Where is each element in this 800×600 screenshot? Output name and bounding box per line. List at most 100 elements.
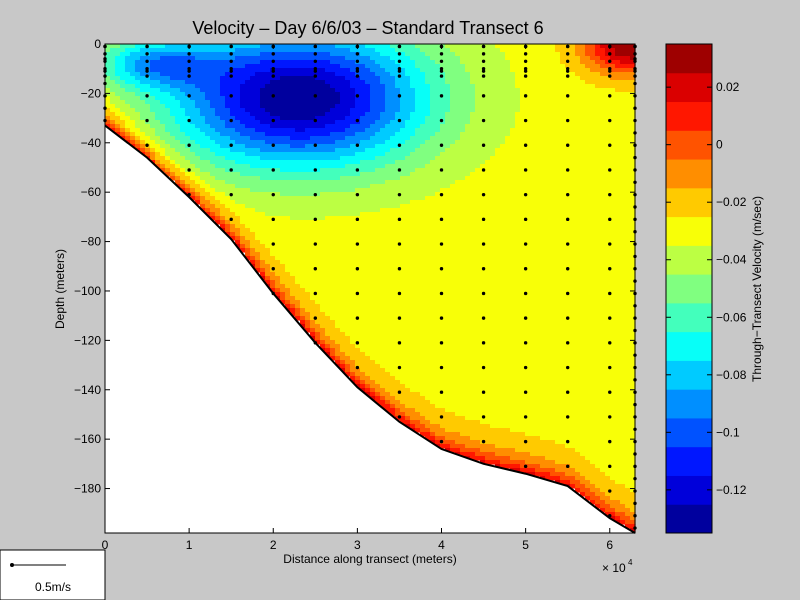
velocity-cell	[405, 148, 411, 153]
velocity-cell	[260, 60, 266, 65]
velocity-cell	[310, 80, 316, 85]
velocity-cell	[260, 156, 266, 161]
velocity-cell	[385, 156, 391, 161]
velocity-cell	[400, 80, 406, 85]
velocity-cell	[360, 300, 366, 305]
velocity-cell	[455, 340, 461, 345]
velocity-cell	[210, 192, 216, 197]
velocity-cell	[380, 44, 386, 49]
velocity-cell	[175, 96, 181, 101]
velocity-cell	[280, 76, 286, 81]
velocity-cell	[290, 224, 296, 229]
velocity-cell	[410, 304, 416, 309]
velocity-cell	[190, 156, 196, 161]
velocity-cell	[300, 108, 306, 113]
velocity-cell	[135, 136, 141, 141]
velocity-cell	[380, 136, 386, 141]
velocity-cell	[450, 332, 456, 337]
velocity-cell	[360, 320, 366, 325]
velocity-cell	[420, 152, 426, 157]
velocity-cell	[285, 252, 291, 257]
velocity-cell	[420, 332, 426, 337]
velocity-cell	[135, 52, 141, 57]
velocity-cell	[425, 92, 431, 97]
velocity-cell	[350, 116, 356, 121]
velocity-cell	[440, 272, 446, 277]
velocity-cell	[205, 168, 211, 173]
velocity-cell	[300, 112, 306, 117]
velocity-cell	[475, 452, 481, 457]
velocity-cell	[395, 92, 401, 97]
velocity-cell	[265, 172, 271, 177]
velocity-cell	[400, 372, 406, 377]
velocity-cell	[285, 304, 291, 309]
velocity-cell	[420, 420, 426, 425]
velocity-cell	[210, 116, 216, 121]
velocity-cell	[150, 64, 156, 69]
velocity-cell	[475, 292, 481, 297]
velocity-cell	[480, 164, 486, 169]
velocity-cell	[320, 316, 326, 321]
velocity-cell	[330, 188, 336, 193]
velocity-cell	[435, 316, 441, 321]
velocity-cell	[390, 276, 396, 281]
velocity-cell	[395, 356, 401, 361]
velocity-cell	[385, 256, 391, 261]
velocity-cell	[335, 276, 341, 281]
velocity-cell	[465, 452, 471, 457]
velocity-cell	[200, 204, 206, 209]
velocity-cell	[290, 264, 296, 269]
velocity-cell	[480, 132, 486, 137]
velocity-cell	[375, 100, 381, 105]
velocity-cell	[330, 284, 336, 289]
velocity-cell	[230, 128, 236, 133]
velocity-cell	[250, 192, 256, 197]
velocity-cell	[250, 48, 256, 53]
velocity-cell	[210, 104, 216, 109]
velocity-cell	[300, 72, 306, 77]
velocity-cell	[440, 300, 446, 305]
velocity-cell	[280, 224, 286, 229]
velocity-cell	[315, 328, 321, 333]
velocity-cell	[260, 188, 266, 193]
velocity-cell	[430, 44, 436, 49]
velocity-cell	[405, 140, 411, 145]
velocity-cell	[145, 92, 151, 97]
velocity-cell	[395, 400, 401, 405]
velocity-cell	[415, 364, 421, 369]
velocity-cell	[350, 180, 356, 185]
velocity-cell	[290, 280, 296, 285]
velocity-cell	[470, 400, 476, 405]
velocity-cell	[465, 292, 471, 297]
velocity-cell	[315, 292, 321, 297]
velocity-cell	[385, 268, 391, 273]
velocity-cell	[445, 336, 451, 341]
velocity-cell	[410, 372, 416, 377]
velocity-cell	[340, 316, 346, 321]
velocity-cell	[440, 48, 446, 53]
velocity-cell	[330, 340, 336, 345]
velocity-cell	[430, 376, 436, 381]
velocity-cell	[380, 304, 386, 309]
velocity-cell	[160, 124, 166, 129]
velocity-cell	[465, 416, 471, 421]
velocity-cell	[475, 52, 481, 57]
velocity-cell	[285, 152, 291, 157]
velocity-cell	[160, 160, 166, 165]
velocity-cell	[355, 296, 361, 301]
velocity-cell	[290, 44, 296, 49]
velocity-cell	[340, 200, 346, 205]
velocity-cell	[350, 268, 356, 273]
velocity-cell	[440, 248, 446, 253]
velocity-cell	[375, 192, 381, 197]
velocity-cell	[345, 168, 351, 173]
velocity-cell	[285, 184, 291, 189]
velocity-cell	[360, 312, 366, 317]
velocity-cell	[400, 44, 406, 49]
velocity-cell	[280, 284, 286, 289]
velocity-cell	[195, 64, 201, 69]
velocity-cell	[300, 212, 306, 217]
velocity-cell	[465, 104, 471, 109]
velocity-cell	[460, 308, 466, 313]
velocity-cell	[225, 228, 231, 233]
